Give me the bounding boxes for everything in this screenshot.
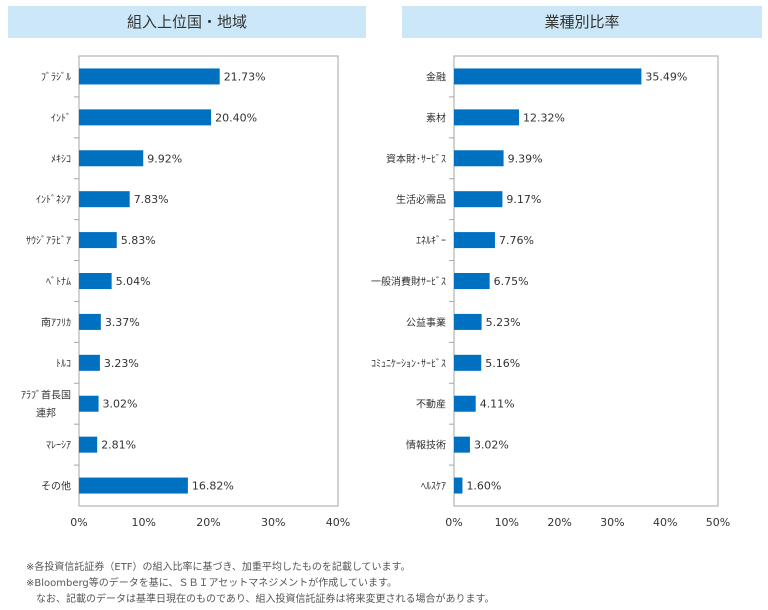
- x-tick-label: 0%: [445, 516, 462, 529]
- x-tick-label: 10%: [132, 516, 156, 529]
- data-label: 21.73%: [224, 70, 266, 83]
- bar: [79, 477, 188, 494]
- category-label: 南ｱﾌﾘｶ: [41, 316, 71, 329]
- bar: [79, 191, 130, 208]
- data-label: 7.83%: [134, 193, 169, 206]
- category-label: 資本財･ｻｰﾋﾞｽ: [386, 152, 446, 165]
- data-label: 9.39%: [508, 152, 543, 165]
- x-tick-label: 0%: [70, 516, 87, 529]
- x-tick-label: 20%: [196, 516, 220, 529]
- category-label: ｻｳｼﾞｱﾗﾋﾞｱ: [26, 235, 71, 247]
- data-label: 5.23%: [486, 316, 521, 329]
- bar: [79, 395, 99, 412]
- bar: [79, 109, 212, 126]
- data-label: 3.23%: [104, 357, 139, 370]
- bar: [454, 477, 463, 494]
- data-label: 9.92%: [147, 152, 182, 165]
- data-label: 16.82%: [192, 480, 234, 493]
- data-label: 20.40%: [215, 111, 257, 124]
- bar: [454, 150, 504, 167]
- category-label: 生活必需品: [396, 193, 446, 206]
- footnote: なお、記載のデータは基準日現在のものであり、組入投資信託証券は将来変更される場合…: [26, 594, 495, 605]
- x-tick-label: 30%: [261, 516, 285, 529]
- data-label: 3.37%: [105, 316, 140, 329]
- category-label: ｲﾝﾄﾞ: [51, 112, 71, 124]
- bar: [454, 313, 482, 330]
- category-label: ﾍﾙｽｹｱ: [421, 481, 446, 493]
- data-label: 6.75%: [494, 275, 529, 288]
- footnote: ※各投資信託証券（ETF）の組入比率に基づき、加重平均したものを記載しています。: [26, 562, 411, 573]
- category-label-line2: 連邦: [36, 407, 56, 420]
- category-label: ﾄﾙｺ: [56, 359, 71, 370]
- bar: [454, 354, 482, 371]
- chart-title-sectors: 業種別比率: [402, 6, 762, 38]
- data-label: 1.60%: [466, 480, 501, 493]
- bar: [454, 395, 476, 412]
- data-label: 3.02%: [103, 398, 138, 411]
- category-label: ﾏﾚｰｼｱ: [46, 441, 71, 452]
- data-label: 7.76%: [499, 234, 534, 247]
- category-label: ﾍﾞﾄﾅﾑ: [46, 276, 71, 288]
- x-tick-label: 20%: [547, 516, 571, 529]
- bar: [454, 232, 495, 249]
- footnote: ※Bloomberg等のデータを基に、ＳＢＩアセットマネジメントが作成しています…: [26, 578, 397, 589]
- data-label: 5.16%: [485, 357, 520, 370]
- bar: [454, 436, 470, 453]
- x-tick-label: 50%: [706, 516, 730, 529]
- bar: [454, 273, 490, 289]
- category-label: その他: [41, 480, 71, 493]
- bar: [79, 150, 144, 167]
- bar: [79, 436, 98, 453]
- data-label: 9.17%: [506, 193, 541, 206]
- bar: [79, 354, 100, 371]
- bar: [79, 273, 112, 289]
- category-label: 不動産: [416, 398, 446, 411]
- data-label: 5.83%: [121, 234, 156, 247]
- bar: [79, 68, 220, 85]
- category-label: 金融: [426, 70, 446, 83]
- category-label: 一般消費財ｻｰﾋﾞｽ: [371, 275, 446, 288]
- bar: [79, 232, 117, 249]
- data-label: 2.81%: [101, 439, 136, 452]
- category-label: 素材: [426, 111, 446, 124]
- x-tick-label: 10%: [495, 516, 519, 529]
- category-label: ｱﾗﾌﾞ首長国: [21, 389, 71, 402]
- category-label: 情報技術: [406, 439, 446, 452]
- bar: [454, 68, 642, 85]
- data-label: 4.11%: [480, 398, 515, 411]
- footnotes: ※各投資信託証券（ETF）の組入比率に基づき、加重平均したものを記載しています。…: [26, 560, 495, 608]
- data-label: 3.02%: [474, 439, 509, 452]
- category-label: 公益事業: [406, 316, 446, 329]
- bar: [454, 109, 520, 126]
- chart-title-countries: 組入上位国・地域: [8, 6, 366, 38]
- bar: [79, 313, 101, 330]
- category-label: ﾒｷｼｺ: [51, 154, 71, 165]
- category-label: ｲﾝﾄﾞﾈｼｱ: [36, 194, 71, 206]
- x-tick-label: 40%: [326, 516, 350, 529]
- x-tick-label: 40%: [653, 516, 677, 529]
- data-label: 35.49%: [645, 70, 687, 83]
- data-label: 12.32%: [523, 111, 565, 124]
- x-tick-label: 30%: [600, 516, 624, 529]
- category-label: ｴﾈﾙｷﾞｰ: [416, 235, 446, 247]
- data-label: 5.04%: [116, 275, 151, 288]
- bar: [454, 191, 503, 208]
- category-label: ﾌﾞﾗｼﾞﾙ: [41, 71, 71, 83]
- category-label: ｺﾐｭﾆｹｰｼｮﾝ･ｻｰﾋﾞｽ: [371, 358, 446, 370]
